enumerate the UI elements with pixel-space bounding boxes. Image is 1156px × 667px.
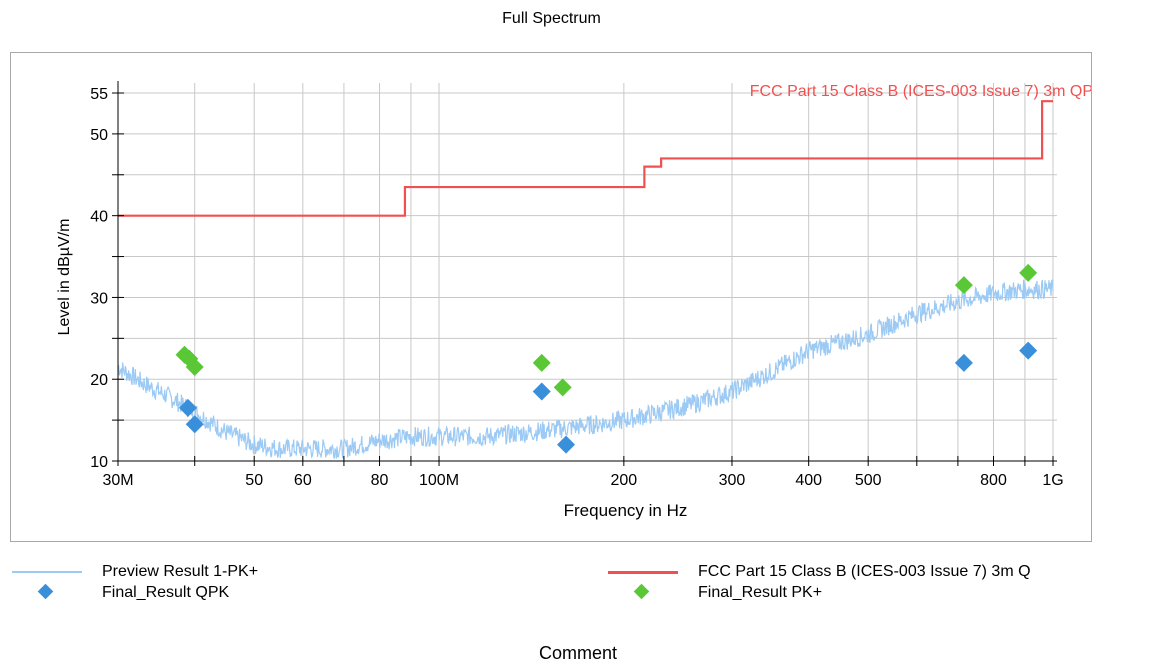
legend-label-pk: Final_Result PK+	[698, 584, 823, 601]
pk-marker	[532, 353, 551, 372]
pk-marker	[1019, 263, 1038, 282]
legend-swatch-preview	[12, 571, 82, 573]
limit-line-label: FCC Part 15 Class B (ICES-003 Issue 7) 3…	[750, 83, 1091, 100]
qpk-marker	[178, 398, 197, 417]
legend-label-preview: Preview Result 1-PK+	[102, 563, 259, 580]
legend-swatch-limit	[608, 571, 678, 574]
qpk-marker	[557, 435, 576, 454]
x-tick-label: 100M	[419, 472, 459, 489]
comment-label: Comment	[538, 643, 618, 663]
grid	[117, 83, 1057, 462]
chart-plot: FCC Part 15 Class B (ICES-003 Issue 7) 3…	[56, 81, 1091, 520]
x-tick-label: 200	[611, 472, 638, 489]
x-axis-label: Frequency in Hz	[564, 501, 688, 520]
x-tick-label: 400	[795, 472, 822, 489]
legend: Preview Result 1-PK+ Final_Result QPK FC…	[0, 563, 1156, 623]
x-tick-label: 500	[855, 472, 882, 489]
x-tick-label: 800	[980, 472, 1007, 489]
x-tick-label: 1G	[1042, 472, 1063, 489]
legend-item-preview: Preview Result 1-PK+	[0, 563, 258, 581]
qpk-marker	[1019, 341, 1038, 360]
qpk-marker	[532, 382, 551, 401]
pk-marker	[185, 357, 204, 376]
y-tick-label: 50	[90, 127, 108, 144]
diamond-icon	[37, 583, 54, 600]
x-tick-label: 30M	[102, 472, 133, 489]
chart-frame: FCC Part 15 Class B (ICES-003 Issue 7) 3…	[10, 52, 1092, 542]
preview-series-line	[117, 278, 1054, 459]
legend-label-qpk: Final_Result QPK	[102, 584, 230, 601]
pk-marker	[553, 378, 572, 397]
y-tick-label: 20	[90, 372, 108, 389]
qpk-marker	[185, 415, 204, 434]
legend-label-limit: FCC Part 15 Class B (ICES-003 Issue 7) 3…	[698, 563, 1031, 580]
x-tick-label: 80	[371, 472, 389, 489]
x-tick-label: 50	[245, 472, 263, 489]
y-tick-label: 40	[90, 209, 108, 226]
qpk-series	[178, 341, 1038, 454]
legend-item-qpk: Final_Result QPK	[0, 583, 230, 602]
legend-item-limit: FCC Part 15 Class B (ICES-003 Issue 7) 3…	[596, 563, 1031, 581]
diamond-icon	[633, 583, 650, 600]
pk-marker	[954, 276, 973, 295]
legend-item-pk: Final_Result PK+	[596, 583, 823, 602]
x-tick-label: 300	[719, 472, 746, 489]
qpk-marker	[954, 353, 973, 372]
y-tick-label: 55	[90, 86, 108, 103]
pk-series	[175, 263, 1038, 397]
y-axis-label: Level in dBµV/m	[56, 219, 73, 336]
y-tick-label: 30	[90, 290, 108, 307]
y-tick-label: 10	[90, 454, 108, 471]
chart-title: Full Spectrum	[502, 10, 601, 27]
limit-line	[118, 100, 1053, 217]
x-tick-label: 60	[294, 472, 312, 489]
